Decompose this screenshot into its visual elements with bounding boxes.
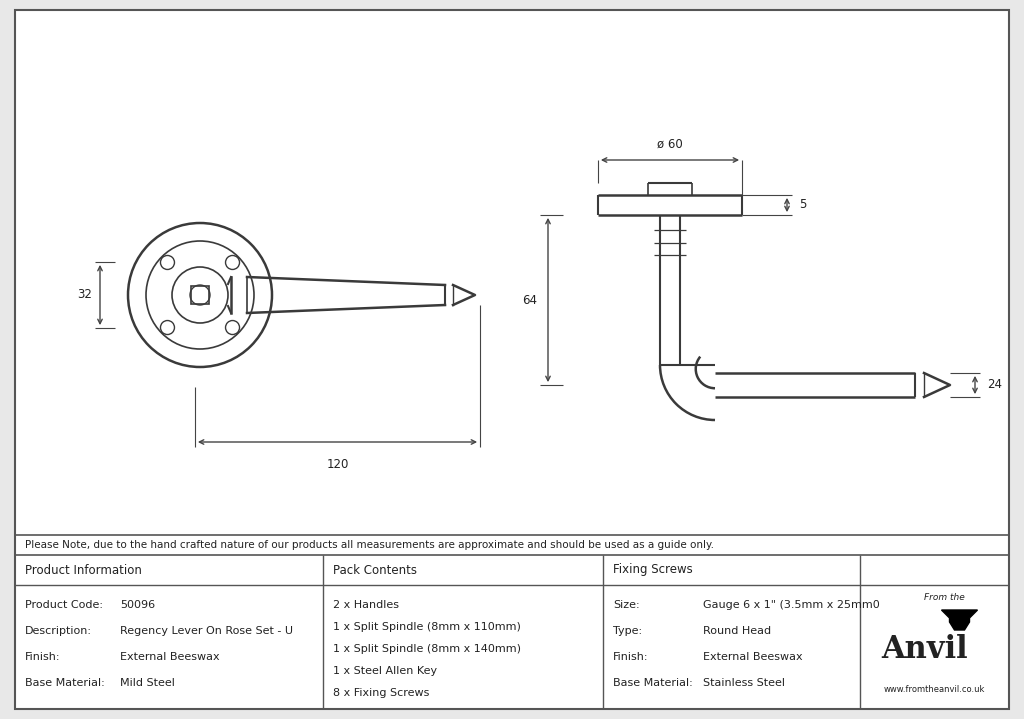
- Text: 8 x Fixing Screws: 8 x Fixing Screws: [333, 688, 429, 698]
- Text: 2 x Handles: 2 x Handles: [333, 600, 399, 610]
- Bar: [191, 286, 209, 304]
- Text: Anvil: Anvil: [882, 634, 968, 666]
- Text: Fixing Screws: Fixing Screws: [613, 564, 693, 577]
- Text: 120: 120: [327, 457, 349, 470]
- Text: Finish:: Finish:: [613, 652, 648, 662]
- Text: Pack Contents: Pack Contents: [333, 564, 417, 577]
- Text: Stainless Steel: Stainless Steel: [703, 678, 785, 688]
- Text: 24: 24: [987, 378, 1002, 392]
- Text: ø 60: ø 60: [657, 137, 683, 150]
- Text: Description:: Description:: [25, 626, 92, 636]
- Text: Finish:: Finish:: [25, 652, 60, 662]
- Text: Please Note, due to the hand crafted nature of our products all measurements are: Please Note, due to the hand crafted nat…: [25, 540, 714, 550]
- Text: www.fromtheanvil.co.uk: www.fromtheanvil.co.uk: [884, 685, 985, 695]
- Text: Gauge 6 x 1" (3.5mm x 25mm0: Gauge 6 x 1" (3.5mm x 25mm0: [703, 600, 880, 610]
- Text: 1 x Steel Allen Key: 1 x Steel Allen Key: [333, 666, 437, 676]
- Text: Type:: Type:: [613, 626, 642, 636]
- Text: Product Code:: Product Code:: [25, 600, 103, 610]
- Text: Round Head: Round Head: [703, 626, 771, 636]
- Text: 32: 32: [78, 288, 92, 301]
- Text: Product Information: Product Information: [25, 564, 142, 577]
- Polygon shape: [941, 610, 978, 630]
- Text: Base Material:: Base Material:: [25, 678, 104, 688]
- Text: 64: 64: [522, 293, 538, 306]
- Text: External Beeswax: External Beeswax: [703, 652, 803, 662]
- Text: Size:: Size:: [613, 600, 640, 610]
- Text: Regency Lever On Rose Set - U: Regency Lever On Rose Set - U: [120, 626, 293, 636]
- Text: 5: 5: [799, 198, 806, 211]
- Text: From the: From the: [924, 592, 965, 602]
- Text: Mild Steel: Mild Steel: [120, 678, 175, 688]
- Text: External Beeswax: External Beeswax: [120, 652, 219, 662]
- Text: 1 x Split Spindle (8mm x 140mm): 1 x Split Spindle (8mm x 140mm): [333, 644, 521, 654]
- Text: 1 x Split Spindle (8mm x 110mm): 1 x Split Spindle (8mm x 110mm): [333, 622, 521, 632]
- Text: 50096: 50096: [120, 600, 155, 610]
- Text: Base Material:: Base Material:: [613, 678, 693, 688]
